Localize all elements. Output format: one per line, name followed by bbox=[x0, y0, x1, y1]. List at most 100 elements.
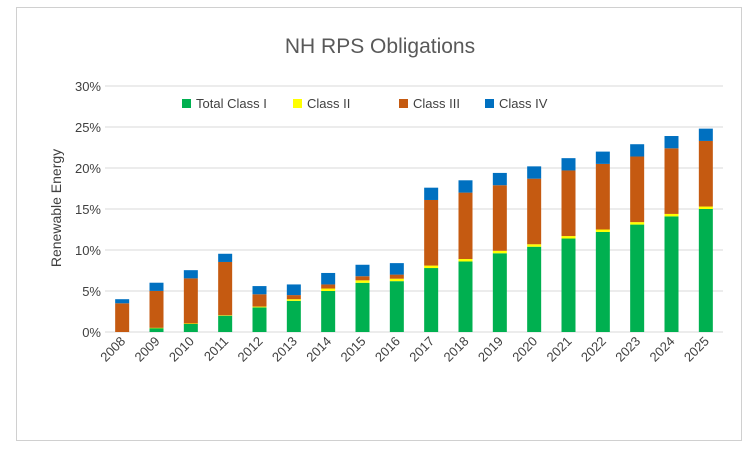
bars bbox=[115, 128, 713, 332]
bar-segment bbox=[424, 268, 439, 332]
bar-segment bbox=[698, 209, 713, 332]
chart-frame: NH RPS Obligations Renewable Energy 0% 5%… bbox=[16, 7, 742, 441]
x-tick-label: 2025 bbox=[681, 334, 712, 365]
bar-segment bbox=[561, 158, 576, 171]
legend-swatch bbox=[293, 99, 302, 108]
x-tick-label: 2014 bbox=[303, 334, 334, 365]
x-tick-label: 2010 bbox=[166, 334, 197, 365]
bar-segment bbox=[252, 307, 267, 332]
bar-segment bbox=[527, 244, 542, 247]
x-tick-label: 2012 bbox=[235, 334, 266, 365]
bar-segment bbox=[252, 286, 267, 295]
bar-segment bbox=[630, 222, 645, 225]
chart-title: NH RPS Obligations bbox=[285, 35, 475, 58]
bar-segment bbox=[561, 236, 576, 239]
bar-segment bbox=[664, 148, 679, 214]
bar-segment bbox=[424, 265, 439, 269]
bar-segment bbox=[286, 299, 301, 301]
bar-segment bbox=[630, 156, 645, 223]
y-tick-label: 15% bbox=[75, 202, 101, 217]
bar-segment bbox=[149, 290, 164, 328]
bar-segment bbox=[149, 282, 164, 291]
bar-segment bbox=[458, 259, 473, 262]
bar-segment bbox=[355, 264, 370, 277]
y-tick-label: 30% bbox=[75, 79, 101, 94]
y-axis-label: Renewable Energy bbox=[48, 149, 64, 267]
bar-segment bbox=[492, 250, 507, 254]
bar-segment bbox=[595, 151, 610, 164]
bar-segment bbox=[286, 284, 301, 296]
bar-segment bbox=[355, 280, 370, 283]
bar-segment bbox=[698, 128, 713, 141]
x-tick-label: 2021 bbox=[544, 334, 575, 365]
legend-swatch bbox=[485, 99, 494, 108]
bar-segment bbox=[321, 284, 336, 289]
bar-segment bbox=[218, 315, 233, 316]
bar-segment bbox=[458, 180, 473, 193]
legend-label: Class III bbox=[413, 96, 460, 111]
bar-segment bbox=[664, 216, 679, 332]
bar-segment bbox=[218, 315, 233, 332]
bar-segment bbox=[321, 272, 336, 285]
bar-segment bbox=[630, 144, 645, 157]
x-tick-label: 2015 bbox=[338, 334, 369, 365]
bar-segment bbox=[595, 163, 610, 230]
legend-label: Class IV bbox=[499, 96, 548, 111]
bar-segment bbox=[183, 270, 198, 279]
bar-segment bbox=[183, 323, 198, 332]
bar-segment bbox=[183, 278, 198, 324]
x-tick-label: 2016 bbox=[372, 334, 403, 365]
bar-segment bbox=[321, 288, 336, 291]
bar-segment bbox=[149, 327, 164, 332]
x-tick-label: 2020 bbox=[509, 334, 540, 365]
bar-segment bbox=[595, 231, 610, 332]
x-tick-label: 2023 bbox=[612, 334, 643, 365]
x-tick-label: 2018 bbox=[441, 334, 472, 365]
bar-segment bbox=[389, 278, 404, 282]
legend-swatch bbox=[399, 99, 408, 108]
stacked-bar-chart: NH RPS Obligations Renewable Energy 0% 5%… bbox=[48, 35, 723, 365]
bar-segment bbox=[115, 299, 130, 304]
x-tick-label: 2022 bbox=[578, 334, 609, 365]
bar-segment bbox=[252, 306, 267, 308]
bar-segment bbox=[218, 261, 233, 316]
bar-segment bbox=[355, 276, 370, 281]
bar-segment bbox=[218, 253, 233, 262]
y-tick-label: 10% bbox=[75, 243, 101, 258]
x-tick-label: 2011 bbox=[201, 334, 231, 364]
bar-segment bbox=[115, 303, 130, 332]
gridlines bbox=[105, 85, 723, 333]
x-tick-label: 2008 bbox=[97, 334, 128, 365]
legend: Total Class I Class II Class III Class IV bbox=[182, 96, 548, 111]
bar-segment bbox=[561, 170, 576, 237]
bar-segment bbox=[527, 166, 542, 179]
bar-segment bbox=[527, 246, 542, 332]
bar-segment bbox=[389, 274, 404, 279]
bar-segment bbox=[664, 213, 679, 217]
bar-segment bbox=[630, 224, 645, 332]
x-tick-labels: 2008 2009 2010 2011 2012 2013 2014 2015 2016 2017… bbox=[97, 334, 712, 365]
bar-segment bbox=[458, 261, 473, 332]
y-tick-label: 25% bbox=[75, 120, 101, 135]
x-tick-label: 2009 bbox=[132, 334, 163, 365]
bar-segment bbox=[389, 263, 404, 275]
x-tick-label: 2024 bbox=[647, 334, 678, 365]
bar-segment bbox=[492, 172, 507, 186]
bar-segment bbox=[424, 187, 439, 200]
y-tick-label: 5% bbox=[82, 284, 101, 299]
y-tick-label: 20% bbox=[75, 161, 101, 176]
bar-segment bbox=[527, 178, 542, 245]
x-tick-label: 2019 bbox=[475, 334, 506, 365]
bar-segment bbox=[183, 323, 198, 324]
legend-label: Class II bbox=[307, 96, 350, 111]
x-tick-label: 2013 bbox=[269, 334, 300, 365]
bar-segment bbox=[561, 238, 576, 332]
bar-segment bbox=[492, 253, 507, 332]
y-tick-labels: 0% 5% 10% 15% 20% 25% 30% bbox=[75, 79, 101, 340]
bar-segment bbox=[698, 140, 713, 207]
bar-segment bbox=[595, 229, 610, 232]
x-tick-label: 2017 bbox=[406, 334, 437, 365]
bar-segment bbox=[389, 281, 404, 332]
bar-segment bbox=[321, 291, 336, 332]
bar-segment bbox=[492, 185, 507, 251]
